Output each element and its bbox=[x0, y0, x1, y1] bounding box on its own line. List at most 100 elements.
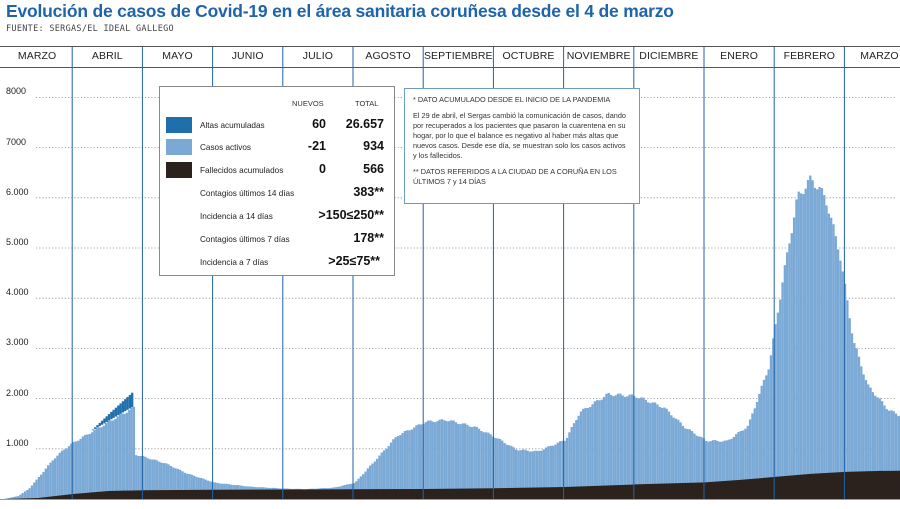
activos-bar bbox=[190, 474, 193, 499]
activos-bar bbox=[876, 397, 879, 499]
activos-bar bbox=[403, 430, 407, 499]
activos-bar bbox=[811, 180, 814, 500]
activos-bar bbox=[389, 442, 393, 499]
activos-bar bbox=[167, 464, 170, 499]
activos-bar bbox=[65, 448, 68, 499]
activos-bar bbox=[860, 366, 863, 499]
activos-bar bbox=[535, 450, 539, 499]
activos-bar bbox=[809, 175, 812, 499]
activos-bar bbox=[621, 395, 624, 499]
stat-label-incidencia-14: Incidencia a 14 días bbox=[200, 212, 273, 221]
altas-bar bbox=[100, 420, 104, 425]
activos-bar bbox=[70, 443, 73, 499]
activos-bar bbox=[802, 194, 805, 500]
activos-swatch bbox=[166, 139, 192, 155]
activos-bar bbox=[728, 439, 731, 499]
activos-bar bbox=[547, 446, 550, 499]
activos-bar bbox=[630, 394, 634, 499]
activos-bar bbox=[519, 450, 522, 499]
altas-bar bbox=[117, 405, 120, 416]
activos-bar bbox=[649, 403, 652, 499]
activos-bar bbox=[744, 428, 747, 499]
activos-bar bbox=[795, 199, 798, 499]
activos-bar bbox=[118, 414, 122, 499]
activos-bar bbox=[762, 379, 766, 499]
altas-bar bbox=[107, 414, 111, 421]
activos-bar bbox=[503, 442, 506, 499]
activos-bar bbox=[589, 407, 592, 499]
activos-bar bbox=[670, 415, 673, 499]
stat-label-contagios-7: Contagios últimos 7 días bbox=[200, 235, 290, 244]
stat-value-contagios-7: 178** bbox=[353, 231, 384, 245]
activos-bar bbox=[565, 437, 569, 499]
activos-bar bbox=[672, 417, 675, 499]
activos-bar bbox=[359, 476, 363, 499]
activos-bar bbox=[512, 447, 515, 499]
y-tick-label: 2.000 bbox=[6, 387, 29, 398]
activos-bar bbox=[401, 432, 404, 499]
activos-bar bbox=[16, 496, 20, 499]
col-header-nuevos: NUEVOS bbox=[292, 99, 324, 108]
stat-label-incidencia-7: Incidencia a 7 días bbox=[200, 258, 269, 267]
activos-bar bbox=[598, 400, 601, 499]
activos-bar bbox=[9, 497, 13, 499]
activos-bar bbox=[160, 462, 163, 499]
activos-bar bbox=[582, 408, 585, 499]
activos-bar bbox=[514, 449, 518, 499]
y-tick-label: 3.000 bbox=[6, 337, 29, 348]
activos-bar bbox=[505, 444, 508, 499]
activos-bar bbox=[477, 428, 481, 499]
activos-bar bbox=[605, 393, 608, 499]
activos-bar bbox=[584, 407, 587, 499]
activos-bar bbox=[653, 402, 657, 499]
month-label: JULIO bbox=[302, 50, 334, 62]
activos-bar bbox=[693, 433, 696, 499]
activos-bar bbox=[570, 427, 573, 499]
activos-bar bbox=[894, 413, 898, 499]
month-label: DICIEMBRE bbox=[639, 50, 699, 62]
note-box: * DATO ACUMULADO DESDE EL INICIO DE LA P… bbox=[404, 88, 640, 204]
activos-bar bbox=[825, 205, 828, 499]
activos-bar bbox=[114, 419, 117, 499]
activos-bar bbox=[33, 482, 36, 499]
activos-bar bbox=[836, 249, 840, 499]
activos-bar bbox=[869, 387, 872, 499]
activos-bar bbox=[723, 440, 726, 499]
activos-bar bbox=[688, 429, 692, 499]
activos-bar bbox=[797, 191, 800, 500]
activos-bar bbox=[667, 411, 671, 499]
total-activos: 934 bbox=[363, 139, 384, 153]
activos-bar bbox=[7, 498, 10, 499]
activos-bar bbox=[862, 374, 865, 499]
activos-bar bbox=[637, 398, 641, 499]
activos-bar bbox=[28, 488, 31, 499]
activos-bar bbox=[549, 445, 553, 499]
activos-bar bbox=[123, 413, 126, 499]
activos-bar bbox=[772, 338, 775, 499]
activos-bar bbox=[721, 441, 724, 499]
activos-bar bbox=[454, 422, 458, 499]
altas-bar bbox=[105, 416, 108, 422]
altas-bar bbox=[119, 403, 122, 414]
activos-bar bbox=[19, 494, 22, 499]
activos-bar bbox=[501, 440, 504, 499]
activos-bar bbox=[77, 440, 80, 499]
activos-bar bbox=[74, 441, 78, 499]
activos-bar bbox=[526, 450, 529, 499]
activos-bar bbox=[790, 233, 793, 499]
activos-bar bbox=[86, 434, 89, 499]
activos-bar bbox=[697, 436, 701, 499]
activos-bar bbox=[137, 455, 140, 499]
activos-bar bbox=[443, 420, 446, 499]
activos-bar bbox=[660, 407, 664, 499]
activos-bar bbox=[84, 434, 87, 499]
activos-bar bbox=[528, 451, 532, 499]
activos-bar bbox=[867, 384, 870, 499]
activos-bar bbox=[424, 422, 427, 499]
activos-bar bbox=[890, 410, 893, 499]
activos-bar bbox=[431, 421, 434, 499]
nuevos-fallecidos: 0 bbox=[319, 162, 326, 176]
activos-bar bbox=[371, 463, 374, 499]
note-footnote: ** DATOS REFERIDOS A LA CIUDAD DE A CORU… bbox=[413, 167, 617, 186]
